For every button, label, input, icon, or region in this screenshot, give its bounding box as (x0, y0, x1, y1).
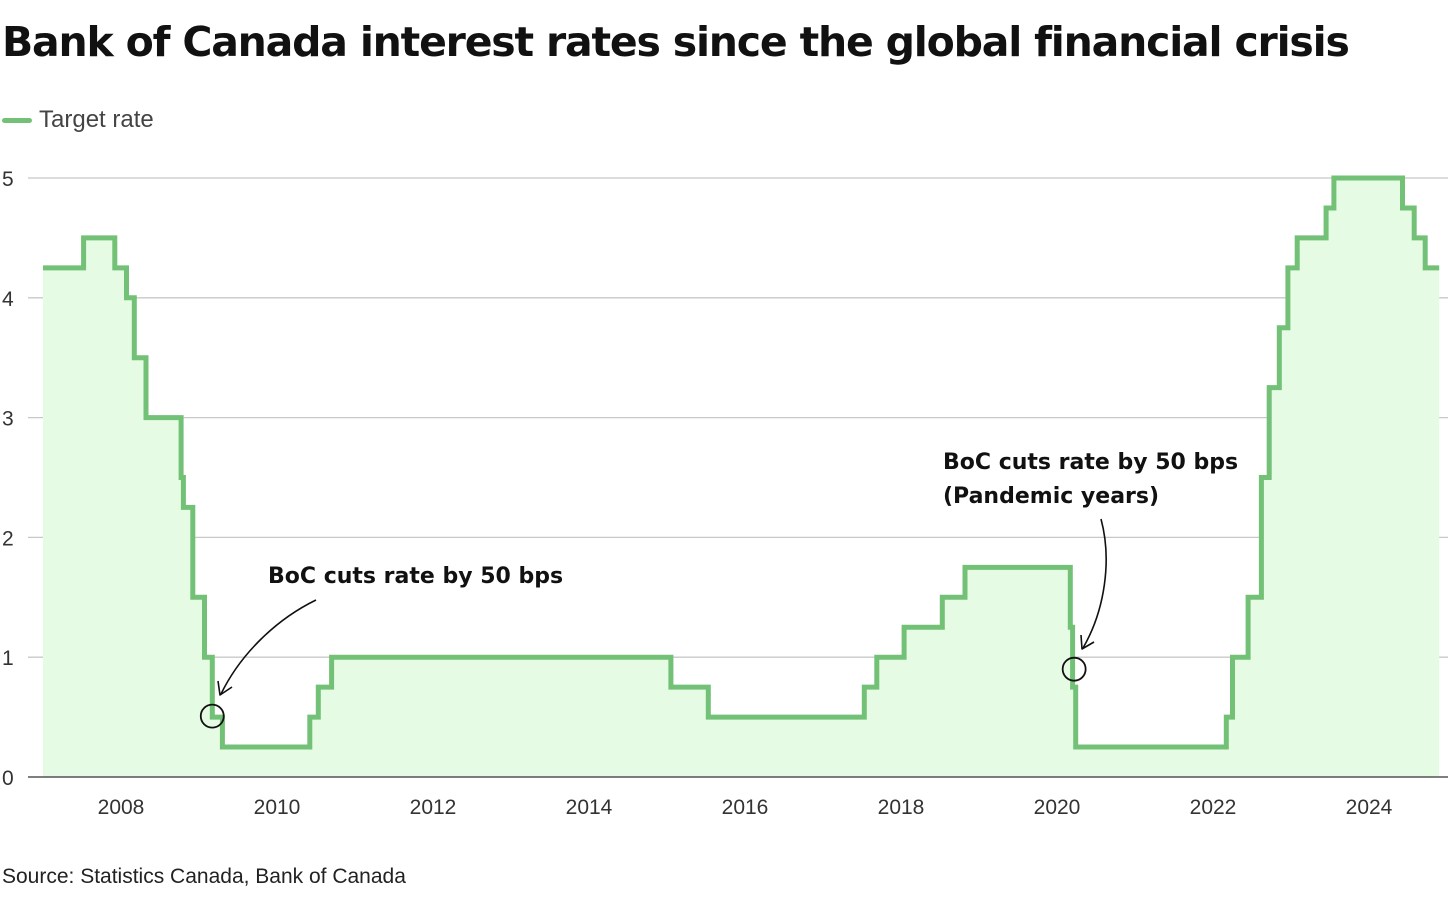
source-note: Source: Statistics Canada, Bank of Canad… (2, 865, 406, 888)
annotation-label-pandemic-line-1: BoC cuts rate by 50 bps (943, 450, 1238, 475)
target-rate-line (43, 175, 1440, 750)
grid-layer (28, 177, 1448, 658)
annotation-layer: BoC cuts rate by 50 bps BoC cuts rate by … (199, 450, 1238, 729)
legend-label-target-rate: Target rate (39, 106, 154, 133)
annotation-label-pandemic-line-2: (Pandemic years) (943, 484, 1159, 509)
x-tick-label-2022: 2022 (1190, 796, 1237, 819)
annotation-arrow-head-pandemic (1080, 634, 1095, 650)
y-tick-label-4: 4 (2, 288, 14, 311)
annotation-arrow-head (217, 680, 233, 696)
x-tick-label-2008: 2008 (98, 796, 145, 819)
annotation-arrow-curve (220, 599, 317, 695)
x-tick-label-2016: 2016 (722, 796, 769, 819)
x-tick-label-2020: 2020 (1034, 796, 1081, 819)
chart-title: Bank of Canada interest rates since the … (2, 18, 1350, 66)
area-layer (43, 175, 1440, 777)
annotation-arrow-curve-pandemic (1082, 518, 1107, 649)
y-tick-label-0: 0 (2, 767, 14, 790)
y-tick-label-2: 2 (2, 527, 14, 550)
annotation-label: BoC cuts rate by 50 bps (268, 564, 563, 589)
axis-layer: 0 1 2 3 4 5 2008 2010 2012 2014 2016 2018 2020 2022 20… (2, 168, 1448, 819)
y-tick-label-1: 1 (2, 647, 14, 670)
legend: Target rate (2, 106, 154, 134)
target-rate-area-fill (43, 178, 1440, 777)
y-tick-label-5: 5 (2, 168, 14, 191)
x-tick-label-2024: 2024 (1346, 796, 1393, 819)
x-tick-label-2010: 2010 (254, 796, 301, 819)
x-tick-label-2018: 2018 (878, 796, 925, 819)
x-tick-label-2014: 2014 (566, 796, 613, 819)
y-tick-label-3: 3 (2, 408, 14, 431)
legend-swatch-target-rate (2, 117, 32, 123)
x-tick-label-2012: 2012 (410, 796, 457, 819)
annotation-marker-circle-pandemic (1061, 656, 1087, 682)
annotation-marker-circle (199, 703, 225, 729)
